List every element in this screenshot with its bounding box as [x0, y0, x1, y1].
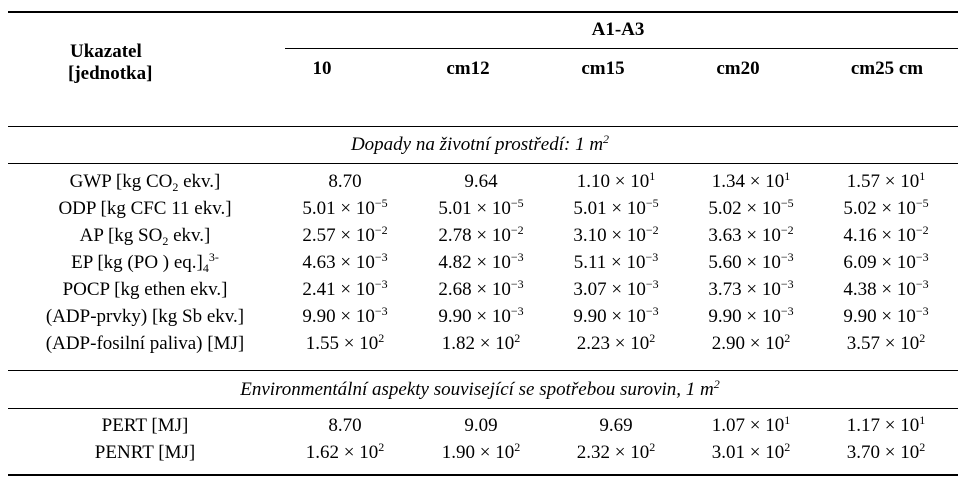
indicator-header-line2: [jednotka] — [68, 63, 153, 84]
table-row: PERT [MJ] 8.70 9.09 9.69 1.07 × 101 1.17 × 10… — [0, 413, 965, 440]
value-cell: 9.90 × 10−3 — [302, 304, 388, 327]
value-cell: 1.62 × 102 — [305, 440, 385, 463]
table-row: PENRT [MJ] 1.62 × 102 1.90 × 102 2.32 × 102… — [0, 440, 965, 467]
value-cell: 3.70 × 102 — [846, 440, 926, 463]
value-cell: 8.70 — [328, 415, 362, 436]
value-cell: 5.02 × 10−5 — [708, 196, 794, 219]
value-cell: 2.78 × 10−2 — [438, 223, 524, 246]
table-row: ODP [kg CFC 11 ekv.] 5.01 × 10−5 5.01 × 10… — [0, 196, 965, 223]
value-cell: 4.82 × 10−3 — [438, 250, 524, 273]
value-cell: 9.69 — [599, 415, 633, 436]
value-cell: 3.73 × 10−3 — [708, 277, 794, 300]
row-label: EP [kg (PO ) eq.]43- — [71, 250, 219, 275]
value-cell: 2.23 × 102 — [576, 331, 656, 354]
row-label: PENRT [MJ] — [94, 442, 196, 463]
value-cell: 9.64 — [464, 171, 498, 192]
value-cell: 4.16 × 10−2 — [843, 223, 929, 246]
value-cell: 2.57 × 10−2 — [302, 223, 388, 246]
section-title: Dopady na životní prostředí: 1 m2 — [350, 132, 610, 155]
value-cell: 4.38 × 10−3 — [843, 277, 929, 300]
value-cell: 9.09 — [464, 415, 498, 436]
value-cell: 3.07 × 10−3 — [573, 277, 659, 300]
value-cell: 3.63 × 10−2 — [708, 223, 794, 246]
section2-title-rule — [8, 408, 958, 409]
row-label: AP [kg SO2 ekv.] — [79, 225, 211, 248]
value-cell: 4.63 × 10−3 — [302, 250, 388, 273]
row-label: ODP [kg CFC 11 ekv.] — [58, 198, 232, 219]
table-row: (ADP-fosilní paliva) [MJ] 1.55 × 102 1.82 … — [0, 331, 965, 358]
value-cell: 2.32 × 102 — [576, 440, 656, 463]
value-cell: 3.01 × 102 — [711, 440, 791, 463]
value-cell: 1.34 × 101 — [711, 169, 791, 192]
group-header: A1-A3 — [591, 19, 645, 40]
header-bottom-rule — [8, 126, 958, 127]
group-underline — [285, 48, 958, 49]
row-label: POCP [kg ethen ekv.] — [62, 279, 228, 300]
column-header: cm20 — [716, 58, 760, 79]
value-cell: 3.57 × 102 — [846, 331, 926, 354]
row-label: (ADP-prvky) [kg Sb ekv.] — [45, 306, 245, 327]
value-cell: 3.10 × 10−2 — [573, 223, 659, 246]
value-cell: 6.09 × 10−3 — [843, 250, 929, 273]
column-header: 10 — [312, 58, 332, 79]
value-cell: 1.55 × 102 — [305, 331, 385, 354]
value-cell: 1.90 × 102 — [441, 440, 521, 463]
table-row: AP [kg SO2 ekv.] 2.57 × 10−2 2.78 × 10−2 3.… — [0, 223, 965, 250]
value-cell: 5.01 × 10−5 — [438, 196, 524, 219]
table-row: GWP [kg CO2 ekv.] 8.70 9.64 1.10 × 101 1.34 … — [0, 169, 965, 196]
column-header: cm25 cm — [850, 58, 924, 79]
section1-title-rule — [8, 163, 958, 164]
value-cell: 8.70 — [328, 171, 362, 192]
value-cell: 2.90 × 102 — [711, 331, 791, 354]
value-cell: 1.10 × 101 — [576, 169, 656, 192]
table-row: EP [kg (PO ) eq.]43- 4.63 × 10−3 4.82 × 10… — [0, 250, 965, 277]
value-cell: 9.90 × 10−3 — [573, 304, 659, 327]
row-label: GWP [kg CO2 ekv.] — [69, 171, 221, 194]
value-cell: 2.41 × 10−3 — [302, 277, 388, 300]
indicator-header-line1: Ukazatel — [70, 41, 142, 62]
value-cell: 5.60 × 10−3 — [708, 250, 794, 273]
value-cell: 1.57 × 101 — [846, 169, 926, 192]
column-header: cm12 — [446, 58, 490, 79]
section2-top-rule — [8, 370, 958, 371]
value-cell: 5.11 × 10−3 — [573, 250, 659, 273]
value-cell: 5.01 × 10−5 — [573, 196, 659, 219]
value-cell: 1.17 × 101 — [846, 413, 926, 436]
value-cell: 5.01 × 10−5 — [302, 196, 388, 219]
value-cell: 9.90 × 10−3 — [438, 304, 524, 327]
top-rule — [8, 11, 958, 13]
value-cell: 9.90 × 10−3 — [708, 304, 794, 327]
value-cell: 1.07 × 101 — [711, 413, 791, 436]
value-cell: 2.68 × 10−3 — [438, 277, 524, 300]
section-title: Environmentální aspekty související se s… — [240, 377, 720, 400]
value-cell: 5.02 × 10−5 — [843, 196, 929, 219]
bottom-rule — [8, 474, 958, 476]
row-label: (ADP-fosilní paliva) [MJ] — [45, 333, 245, 354]
value-cell: 9.90 × 10−3 — [843, 304, 929, 327]
table-row: (ADP-prvky) [kg Sb ekv.] 9.90 × 10−3 9.90 … — [0, 304, 965, 331]
table-row: POCP [kg ethen ekv.] 2.41 × 10−3 2.68 × 10… — [0, 277, 965, 304]
row-label: PERT [MJ] — [101, 415, 189, 436]
value-cell: 1.82 × 102 — [441, 331, 521, 354]
column-header: cm15 — [581, 58, 625, 79]
